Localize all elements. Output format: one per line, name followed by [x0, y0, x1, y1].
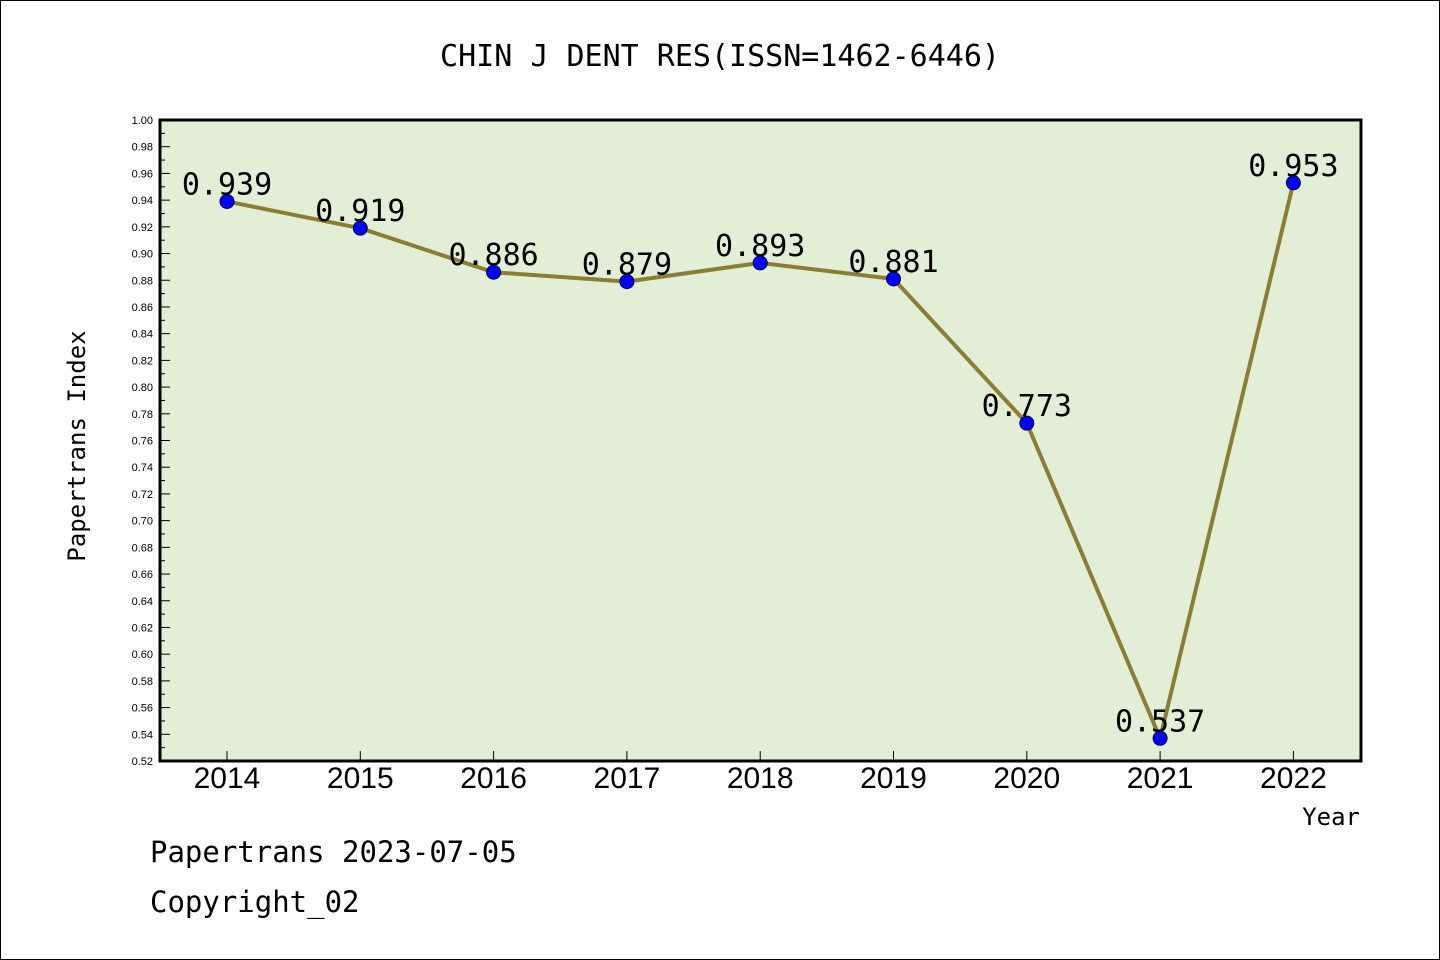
- x-tick-label: 2021: [1127, 762, 1194, 795]
- x-tick-label: 2017: [594, 762, 661, 795]
- y-tick-label: 0.86: [132, 302, 153, 314]
- data-label: 0.879: [582, 248, 672, 283]
- data-point: [752, 255, 768, 271]
- y-tick-label: 0.84: [132, 329, 153, 341]
- data-point: [219, 193, 235, 209]
- x-tick-label: 2014: [194, 762, 261, 795]
- data-point: [886, 271, 901, 287]
- y-tick-label: 0.52: [132, 756, 153, 768]
- y-tick-label: 0.80: [132, 382, 153, 394]
- y-tick-label: 0.72: [132, 489, 153, 501]
- x-tick-label: 2016: [460, 762, 527, 795]
- data-label: 0.773: [982, 389, 1072, 424]
- x-tick-label: 2015: [327, 762, 394, 795]
- y-tick-label: 0.56: [132, 703, 153, 715]
- y-tick-label: 0.66: [132, 569, 153, 581]
- x-tick-label: 2022: [1260, 762, 1327, 795]
- y-tick-label: 0.88: [132, 275, 153, 287]
- data-point: [352, 220, 368, 236]
- data-label: 0.919: [315, 194, 405, 229]
- y-axis: 0.52 0.54 0.56 0.58 0.60 0.62 0.64 0.66 0.68 0.70…: [132, 115, 170, 768]
- data-label: 0.881: [848, 245, 938, 280]
- data-label: 0.939: [182, 167, 272, 202]
- data-label: 0.537: [1115, 704, 1205, 739]
- y-tick-label: 0.54: [132, 729, 153, 741]
- x-axis: 2014 2015 2016 2017 2018 2019 2020 2021 2022: [194, 751, 1327, 795]
- data-label: 0.953: [1248, 149, 1338, 184]
- y-tick-label: 0.62: [132, 622, 153, 634]
- x-tick-label: 2020: [993, 762, 1060, 795]
- chart-title: CHIN J DENT RES(ISSN=1462-6446): [440, 39, 1000, 74]
- y-tick-label: 0.76: [132, 436, 153, 448]
- y-tick-label: 0.60: [132, 649, 153, 661]
- data-point: [1152, 730, 1168, 746]
- footer-date: Papertrans 2023-07-05: [150, 835, 517, 869]
- y-tick-label: 0.92: [132, 222, 153, 234]
- x-tick-label: 2019: [860, 762, 927, 795]
- y-tick-label: 0.58: [132, 676, 153, 688]
- data-point: [486, 264, 502, 280]
- y-tick-label: 0.68: [132, 542, 153, 554]
- series-markers: [219, 175, 1301, 746]
- data-point: [619, 274, 635, 290]
- y-tick-label: 0.70: [132, 516, 153, 528]
- y-tick-label: 0.90: [132, 249, 153, 261]
- footer-copyright: Copyright_02: [150, 885, 360, 919]
- y-tick-label: 0.82: [132, 355, 153, 367]
- y-tick-label: 0.78: [132, 409, 153, 421]
- y-tick-label: 0.74: [132, 462, 153, 474]
- y-tick-label: 0.94: [132, 195, 153, 207]
- data-label: 0.886: [448, 238, 538, 273]
- y-tick-label: 0.98: [132, 142, 153, 154]
- data-point: [1285, 175, 1301, 191]
- data-point: [1019, 415, 1035, 431]
- y-axis-label: Papertrans Index: [63, 330, 91, 561]
- data-label: 0.893: [715, 229, 805, 264]
- data-labels: 0.939 0.919 0.886 0.879 0.893 0.881 0.773 0.537…: [182, 149, 1339, 740]
- y-tick-label: 0.96: [132, 168, 153, 180]
- x-tick-label: 2018: [727, 762, 794, 795]
- y-tick-label: 1.00: [132, 115, 153, 127]
- x-axis-label: Year: [1302, 803, 1360, 831]
- y-tick-label: 0.64: [132, 596, 153, 608]
